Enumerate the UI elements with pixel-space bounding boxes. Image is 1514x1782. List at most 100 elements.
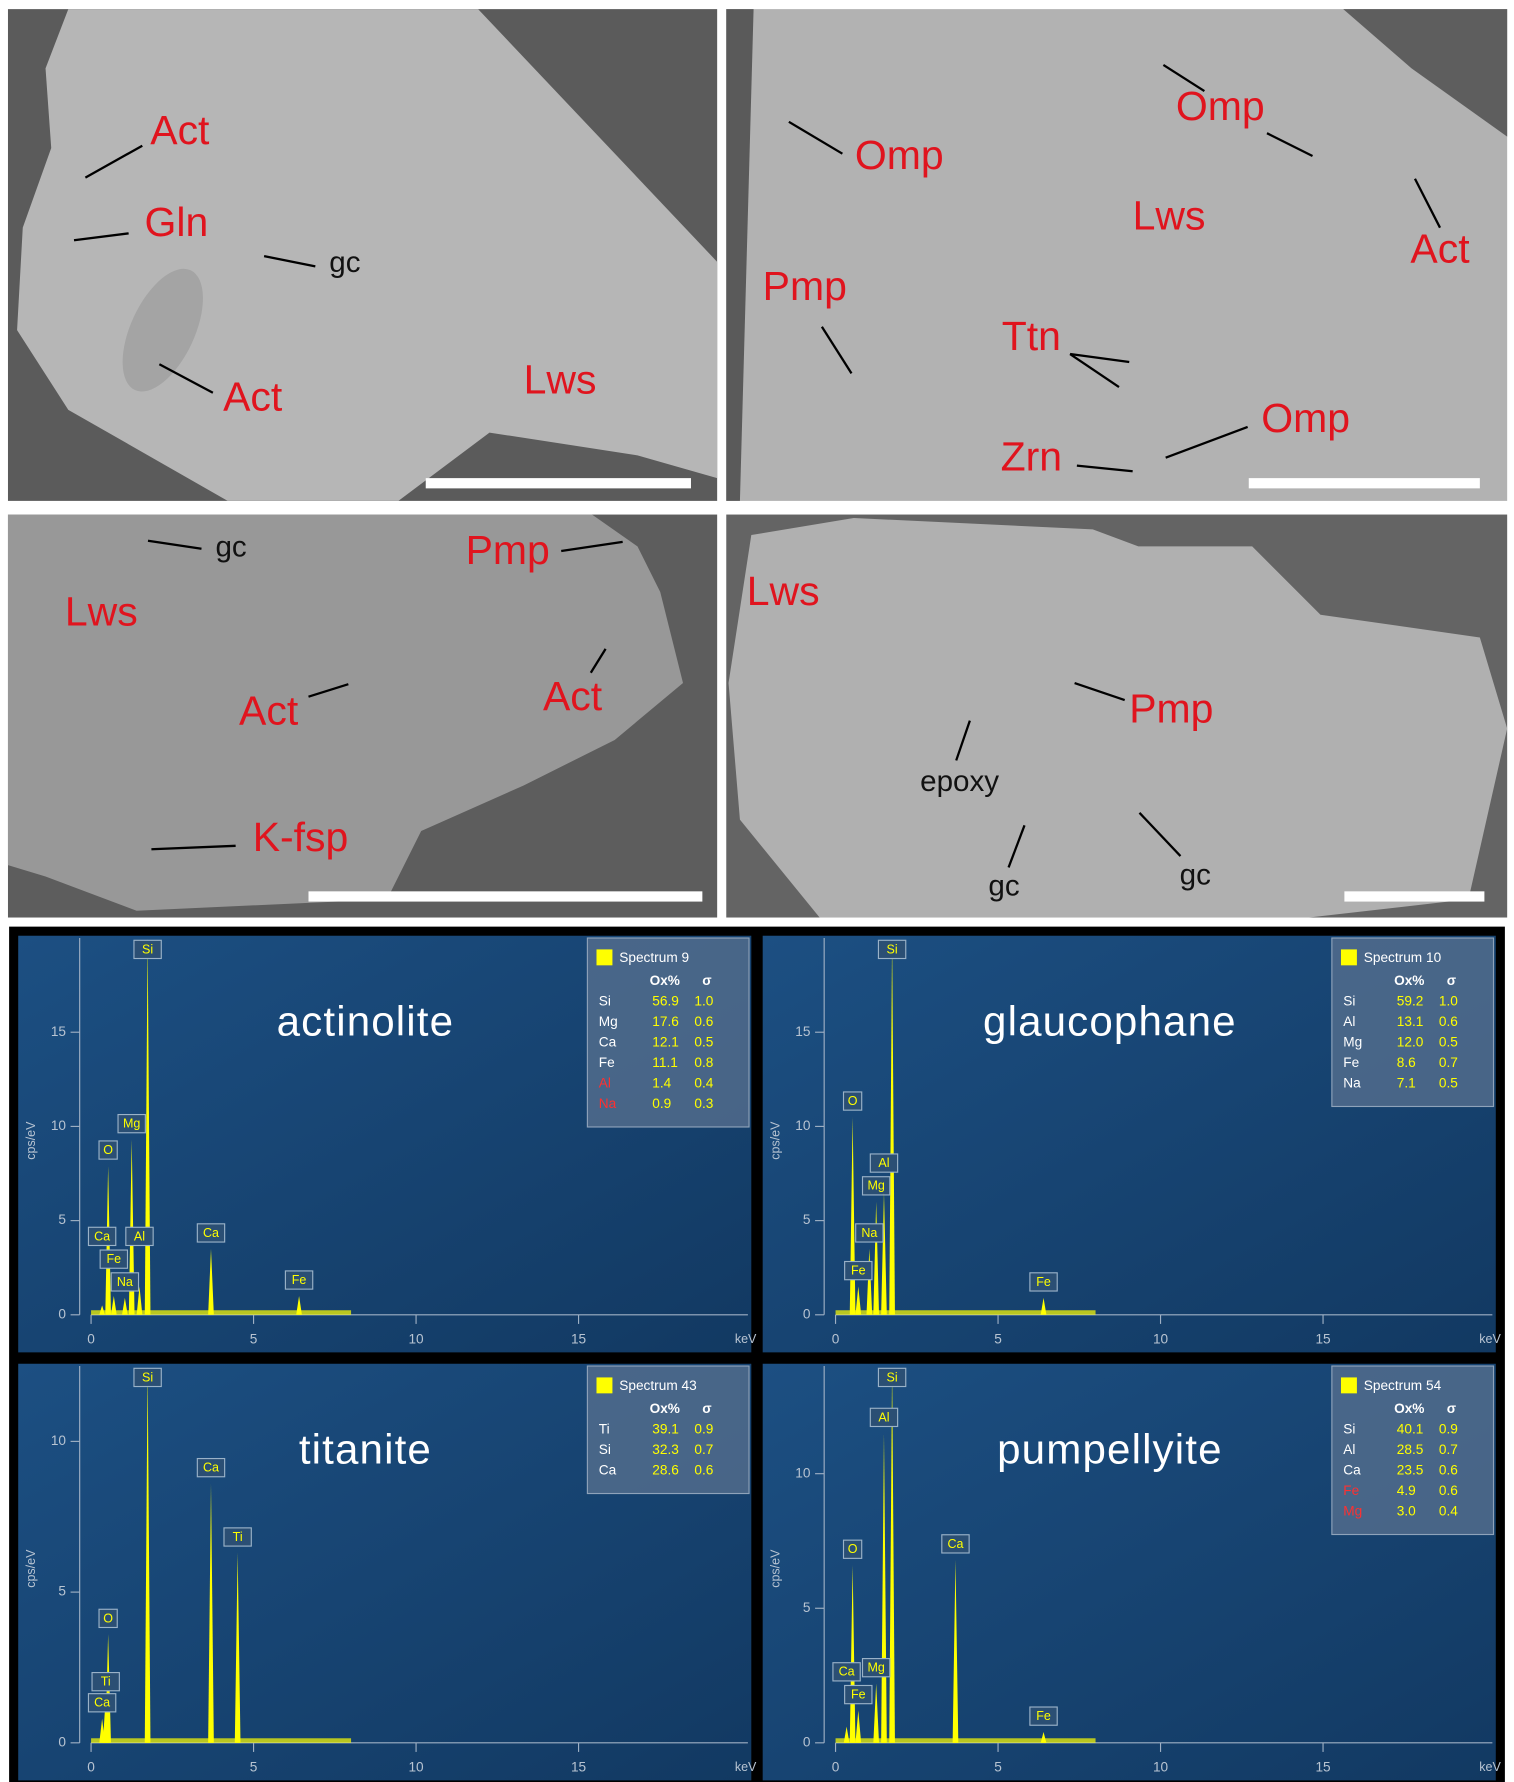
- mineral-label: Lws: [65, 589, 138, 635]
- table-element: Ti: [599, 1421, 610, 1436]
- y-tick-label: 15: [795, 1024, 811, 1039]
- peak-label: Ca: [947, 1537, 963, 1551]
- mineral-label: epoxy: [920, 765, 999, 798]
- x-tick-label: 0: [87, 1759, 95, 1774]
- chart-title: glaucophane: [983, 998, 1237, 1045]
- table-value: 59.2: [1397, 993, 1424, 1008]
- x-tick-label: 5: [994, 1331, 1002, 1346]
- y-axis-label: cps/eV: [24, 1549, 38, 1588]
- legend-swatch: [1341, 1377, 1357, 1393]
- mineral-label: Zrn: [1001, 434, 1062, 480]
- mineral-label: gc: [329, 246, 360, 279]
- x-tick-label: 15: [1315, 1331, 1331, 1346]
- table-element: Ca: [599, 1034, 617, 1049]
- mineral-label: Gln: [145, 199, 209, 245]
- peak-label: Ca: [203, 1461, 219, 1475]
- peak-label: Si: [142, 942, 153, 956]
- table-value: 0.6: [694, 1462, 713, 1477]
- x-tick-label: 15: [1315, 1759, 1331, 1774]
- peak-label: Fe: [292, 1273, 307, 1287]
- table-header: Ox%: [1394, 973, 1424, 988]
- mineral-label: gc: [1180, 858, 1211, 891]
- mineral-label: Lws: [524, 356, 597, 402]
- chart-title: titanite: [299, 1426, 432, 1473]
- spectrum-panel: 051015051015keVcps/eVglaucophaneSiOMgAlN…: [763, 936, 1502, 1353]
- x-axis-label: keV: [735, 1332, 757, 1346]
- legend-name: Spectrum 43: [619, 1378, 696, 1393]
- chart-title: actinolite: [277, 998, 455, 1045]
- table-element: Fe: [1343, 1055, 1359, 1070]
- mineral-label: Act: [150, 107, 210, 153]
- table-value: 0.5: [694, 1034, 713, 1049]
- chart-title: pumpellyite: [997, 1426, 1223, 1473]
- table-value: 0.6: [1439, 1483, 1458, 1498]
- peak-label: Na: [861, 1226, 877, 1240]
- table-value: 0.6: [1439, 1014, 1458, 1029]
- peak-label: Fe: [1036, 1275, 1051, 1289]
- figure: Act Gln gc Act Lws Omp Omp Lws Act Pmp T…: [0, 0, 1514, 1782]
- y-tick-label: 10: [51, 1433, 67, 1448]
- table-value: 0.6: [694, 1014, 713, 1029]
- table-element: Na: [599, 1096, 617, 1111]
- x-tick-label: 10: [408, 1331, 424, 1346]
- table-element: Si: [599, 1442, 611, 1457]
- peak-label: Mg: [123, 1117, 140, 1131]
- peak-label: Ca: [839, 1665, 855, 1679]
- peak-label: Fe: [1036, 1709, 1051, 1723]
- table-value: 1.0: [1439, 993, 1458, 1008]
- table-element: Mg: [1343, 1034, 1362, 1049]
- bse-panel-c: gc Pmp Lws Act Act K-fsp: [8, 515, 717, 918]
- table-element: Fe: [599, 1055, 615, 1070]
- legend-name: Spectrum 9: [619, 950, 689, 965]
- table-header: σ: [702, 1401, 712, 1416]
- y-tick-label: 10: [51, 1118, 67, 1133]
- table-value: 0.5: [1439, 1075, 1458, 1090]
- table-value: 8.6: [1397, 1055, 1416, 1070]
- table-element: Si: [1343, 1421, 1355, 1436]
- y-tick-label: 10: [795, 1465, 811, 1480]
- x-tick-label: 5: [994, 1759, 1002, 1774]
- y-tick-label: 0: [803, 1734, 811, 1749]
- mineral-label: Omp: [855, 132, 944, 178]
- bse-panel-b: Omp Omp Lws Act Pmp Ttn Omp Zrn: [726, 9, 1507, 501]
- mineral-label: Pmp: [1129, 685, 1213, 731]
- table-header: σ: [702, 973, 712, 988]
- mineral-label: Pmp: [763, 263, 847, 309]
- table-header: σ: [1447, 973, 1457, 988]
- bse-panel-a: Act Gln gc Act Lws: [8, 9, 717, 501]
- table-element: Fe: [1343, 1483, 1359, 1498]
- y-axis-label: cps/eV: [769, 1121, 783, 1160]
- table-element: Mg: [1343, 1503, 1362, 1518]
- table-value: 28.6: [652, 1462, 679, 1477]
- table-value: 0.9: [1439, 1421, 1458, 1436]
- table-value: 1.0: [694, 993, 713, 1008]
- table-value: 17.6: [652, 1014, 679, 1029]
- table-header: Ox%: [650, 973, 680, 988]
- peak-label: Fe: [107, 1252, 122, 1266]
- peak-label: Ca: [94, 1696, 110, 1710]
- mineral-label: Omp: [1261, 395, 1350, 441]
- table-value: 11.1: [652, 1055, 678, 1070]
- table-value: 7.1: [1397, 1075, 1416, 1090]
- x-tick-label: 0: [832, 1759, 840, 1774]
- x-axis-label: keV: [735, 1760, 757, 1774]
- x-tick-label: 15: [571, 1331, 587, 1346]
- table-value: 0.8: [694, 1055, 713, 1070]
- y-tick-label: 5: [803, 1600, 811, 1615]
- mineral-label: Lws: [1133, 192, 1206, 238]
- y-tick-label: 15: [51, 1024, 67, 1039]
- mineral-label: Act: [223, 373, 283, 419]
- peak-label: Mg: [867, 1179, 884, 1193]
- table-value: 0.3: [694, 1096, 713, 1111]
- peak-label: Na: [117, 1275, 133, 1289]
- mineral-label: Ttn: [1002, 313, 1061, 359]
- x-tick-label: 15: [571, 1759, 587, 1774]
- x-axis-label: keV: [1479, 1760, 1501, 1774]
- y-tick-label: 5: [803, 1212, 811, 1227]
- table-value: 0.9: [652, 1096, 671, 1111]
- peak-label: O: [848, 1094, 858, 1108]
- table-value: 0.6: [1439, 1462, 1458, 1477]
- x-axis-label: keV: [1479, 1332, 1501, 1346]
- y-tick-label: 10: [795, 1118, 811, 1133]
